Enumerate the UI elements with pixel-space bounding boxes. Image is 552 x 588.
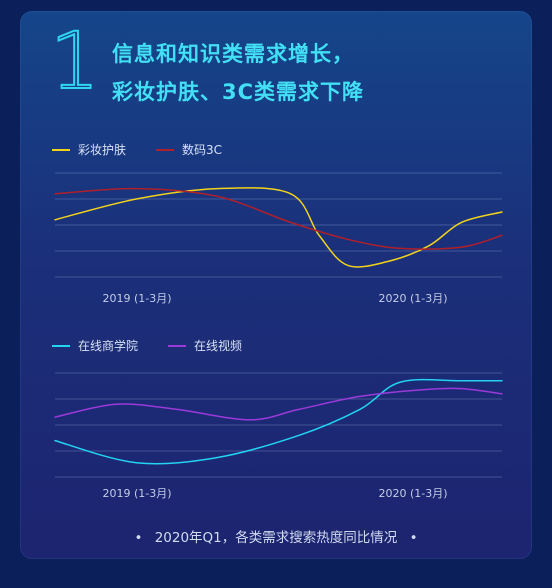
x-tick-label: 2019 (1-3月)	[102, 292, 171, 305]
legend-label: 彩妆护肤	[78, 143, 127, 157]
legend-label: 在线商学院	[78, 339, 139, 353]
chart2-legend: 在线商学院 在线视频	[52, 337, 272, 354]
legend-item[interactable]: 在线视频	[168, 337, 242, 354]
section-number: 1	[49, 17, 101, 107]
legend-swatch	[52, 344, 70, 347]
series-line	[54, 387, 503, 421]
caption-bullet-left: •	[134, 530, 143, 546]
info-card	[20, 11, 532, 559]
x-tick-label: 2020 (1-3月)	[378, 292, 447, 305]
x-tick-label: 2020 (1-3月)	[378, 487, 447, 500]
legend-swatch	[52, 148, 70, 151]
legend-item[interactable]: 彩妆护肤	[52, 141, 126, 158]
series-line	[54, 187, 503, 268]
series-line	[54, 378, 503, 465]
caption-bullet-right: •	[409, 530, 418, 546]
page-title-line2: 彩妆护肤、3C类需求下降	[112, 80, 365, 104]
legend-swatch	[156, 148, 175, 151]
legend-item[interactable]: 数码3C	[156, 141, 222, 158]
x-tick-label: 2019 (1-3月)	[102, 487, 171, 500]
caption-text: 2020年Q1，各类需求搜索热度同比情况	[154, 530, 398, 546]
legend-swatch	[168, 344, 187, 347]
page-title-line1: 信息和知识类需求增长，	[112, 42, 354, 66]
chart1-legend: 彩妆护肤 数码3C	[52, 141, 252, 158]
series-line	[54, 187, 503, 250]
chart-caption: • 2020年Q1，各类需求搜索热度同比情况 •	[0, 526, 552, 546]
legend-label: 在线视频	[194, 339, 243, 353]
legend-label: 数码3C	[182, 143, 223, 157]
legend-item[interactable]: 在线商学院	[52, 337, 138, 354]
